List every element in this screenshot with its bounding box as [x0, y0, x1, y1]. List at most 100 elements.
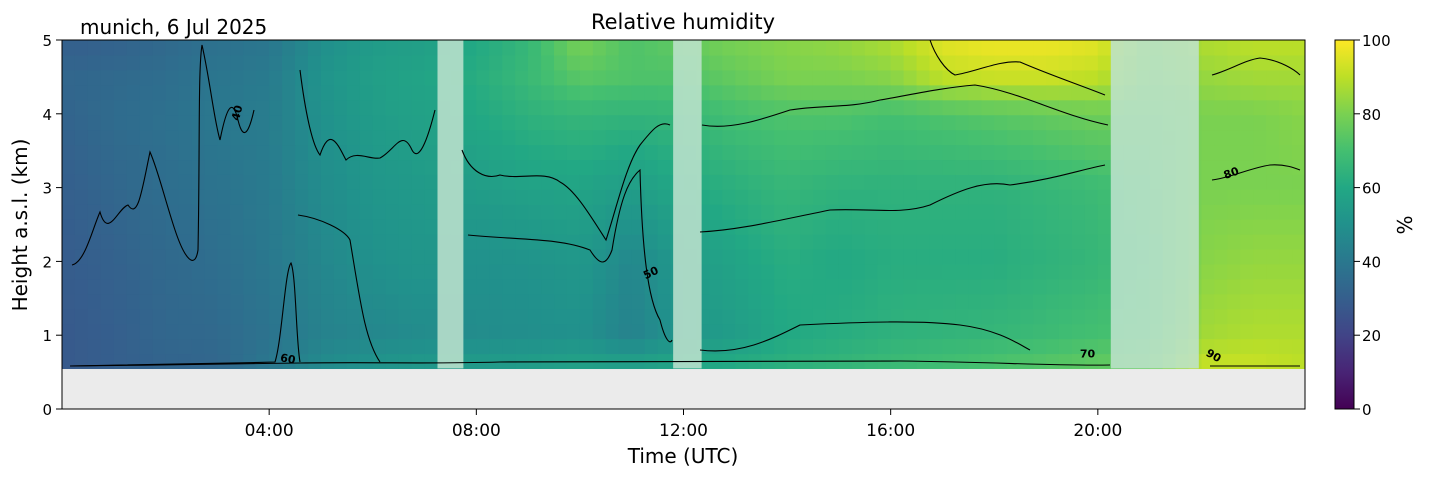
heatmap-cell — [320, 338, 335, 355]
heatmap-cell — [1201, 204, 1215, 220]
heatmap-cell — [385, 159, 400, 175]
heatmap-cell — [1292, 219, 1305, 235]
heatmap-cell — [994, 159, 1008, 175]
heatmap-cell — [515, 174, 529, 190]
heatmap-cell — [282, 323, 296, 340]
heatmap-cell — [489, 263, 503, 280]
heatmap-cell — [1033, 278, 1047, 295]
heatmap-cell — [230, 308, 244, 325]
heatmap-cell — [631, 54, 646, 71]
heatmap-cell — [217, 293, 231, 310]
heatmap-cell — [618, 204, 633, 220]
heatmap-cell — [230, 129, 244, 146]
heatmap-cell — [113, 353, 128, 370]
heatmap-cell — [359, 54, 374, 71]
heatmap-cell — [308, 293, 322, 310]
heatmap-cell — [1292, 353, 1305, 370]
heatmap-cell — [800, 308, 814, 325]
heatmap-cell — [62, 338, 76, 355]
heatmap-cell — [1058, 278, 1073, 295]
heatmap-cell — [398, 219, 413, 235]
heatmap-cell — [1033, 54, 1047, 71]
heatmap-cell — [838, 69, 853, 86]
heatmap-cell — [1046, 204, 1060, 220]
heatmap-cell — [74, 129, 89, 146]
heatmap-cell — [1033, 144, 1047, 161]
heatmap-cell — [968, 338, 982, 355]
heatmap-cell — [359, 69, 374, 86]
heatmap-cell — [372, 159, 387, 175]
heatmap-cell — [1020, 234, 1034, 250]
heatmap-cell — [955, 69, 969, 86]
heatmap-cell — [308, 144, 322, 161]
heatmap-cell — [968, 263, 982, 280]
heatmap-cell — [605, 189, 620, 205]
heatmap-cell — [333, 204, 348, 220]
heatmap-cell — [256, 278, 270, 295]
colorbar-tick-label: 0 — [1362, 401, 1372, 419]
heatmap-cell — [165, 323, 180, 340]
heatmap-cell — [864, 308, 879, 325]
heatmap-cell — [1227, 99, 1241, 116]
heatmap-cell — [800, 234, 814, 250]
heatmap-cell — [295, 338, 309, 355]
heatmap-cell — [981, 159, 995, 175]
heatmap-cell — [411, 189, 426, 205]
heatmap-cell — [994, 189, 1008, 205]
heatmap-cell — [308, 278, 322, 295]
heatmap-cell — [1266, 308, 1280, 325]
heatmap-cell — [657, 189, 672, 205]
heatmap-cell — [864, 114, 879, 131]
heatmap-cell — [1240, 144, 1254, 161]
heatmap-cell — [955, 114, 969, 131]
heatmap-cell — [709, 159, 723, 175]
heatmap-cell — [385, 99, 400, 116]
heatmap-cell — [554, 234, 568, 250]
heatmap-cell — [812, 189, 827, 205]
heatmap-cell — [735, 114, 749, 131]
heatmap-cell — [62, 323, 76, 340]
heatmap-cell — [87, 293, 102, 310]
heatmap-cell — [812, 144, 827, 161]
heatmap-cell — [1201, 219, 1215, 235]
heatmap-cell — [1071, 293, 1086, 310]
heatmap-cell — [346, 40, 361, 56]
heatmap-cell — [981, 353, 995, 370]
heatmap-cell — [916, 69, 931, 86]
heatmap-cell — [579, 219, 594, 235]
heatmap-cell — [126, 159, 141, 175]
heatmap-cell — [230, 323, 244, 340]
heatmap-cell — [903, 54, 918, 71]
heatmap-cell — [411, 293, 426, 310]
heatmap-cell — [554, 129, 568, 146]
heatmap-cell — [139, 219, 154, 235]
heatmap-cell — [74, 338, 89, 355]
heatmap-cell — [592, 248, 607, 265]
heatmap-cell — [295, 114, 309, 131]
heatmap-cell — [774, 204, 788, 220]
heatmap-cell — [411, 174, 426, 190]
heatmap-cell — [243, 114, 257, 131]
heatmap-cell — [515, 263, 529, 280]
heatmap-cell — [554, 353, 568, 370]
heatmap-cell — [942, 234, 957, 250]
contour-line-50 — [297, 168, 673, 363]
heatmap-cell — [1266, 189, 1280, 205]
heatmap-cell — [243, 40, 257, 56]
heatmap-cell — [398, 174, 413, 190]
heatmap-cell — [657, 69, 672, 86]
heatmap-cell — [295, 69, 309, 86]
heatmap-cell — [359, 219, 374, 235]
heatmap-cell — [851, 204, 866, 220]
heatmap-cell — [644, 189, 659, 205]
heatmap-cell — [424, 278, 439, 295]
heatmap-cell — [385, 234, 400, 250]
heatmap-cell — [126, 353, 141, 370]
heatmap-cell — [191, 54, 206, 71]
heatmap-cell — [968, 219, 982, 235]
heatmap-cell — [502, 248, 516, 265]
heatmap-cell — [916, 234, 931, 250]
heatmap-cell — [968, 129, 982, 146]
heatmap-cell — [1046, 99, 1060, 116]
heatmap-cell — [256, 174, 270, 190]
